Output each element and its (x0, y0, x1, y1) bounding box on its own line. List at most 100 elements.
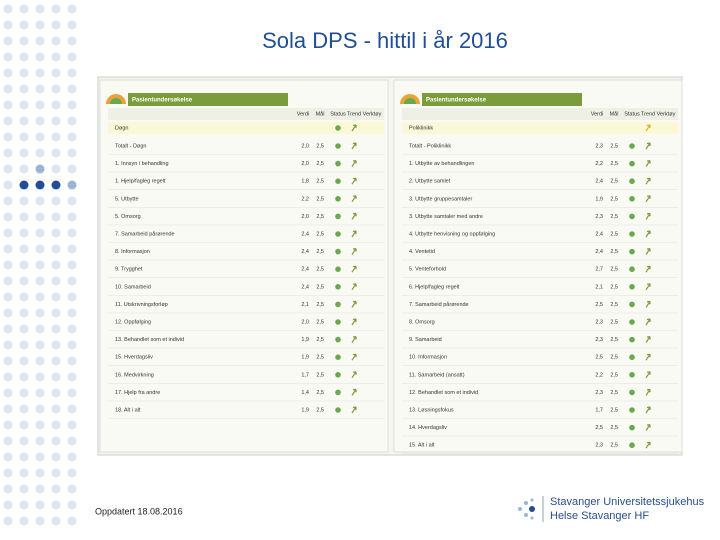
dot (3, 228, 13, 238)
row-label: 5. Venteforhold (409, 267, 446, 273)
status-icon (335, 178, 341, 184)
dot (67, 244, 77, 254)
dot (51, 516, 61, 526)
dot (67, 164, 77, 174)
status-icon (629, 424, 635, 431)
dot (35, 420, 45, 430)
dot (3, 180, 13, 190)
dot (51, 20, 61, 30)
logo-text: Stavanger Universitetssjukehus (550, 496, 705, 508)
dot (67, 228, 77, 238)
dot (51, 164, 61, 174)
row-target: 2,5 (610, 196, 618, 202)
dot (19, 452, 29, 462)
row-target: 2,5 (316, 302, 324, 308)
updated-date: Oppdatert 18.08.2016 (95, 506, 183, 516)
status-icon (335, 301, 341, 308)
dot (35, 164, 45, 174)
trend-icon (645, 212, 651, 220)
row-target: 2,5 (610, 443, 618, 449)
dot (3, 388, 13, 398)
row-value: 1,9 (301, 407, 309, 413)
status-icon (335, 389, 341, 396)
dot (67, 388, 77, 398)
dot (3, 372, 13, 382)
dot (35, 52, 45, 62)
row-label: 1. Innsyn i behandling (115, 161, 169, 167)
row-target: 2,5 (316, 214, 324, 220)
dot (19, 468, 29, 478)
slide-title: Sola DPS - hittil i år 2016 (262, 28, 508, 53)
dot (35, 292, 45, 302)
dot (3, 20, 13, 30)
dot (3, 468, 13, 478)
row-value: 2,0 (301, 161, 309, 167)
trend-icon (351, 336, 357, 343)
row-target: 2,5 (610, 337, 618, 343)
dot (3, 308, 13, 318)
status-icon (629, 284, 635, 290)
dot (51, 436, 61, 446)
dot (35, 388, 45, 398)
row-target: 2,5 (610, 355, 618, 361)
status-icon (335, 213, 341, 220)
section-row (108, 122, 384, 134)
dot (51, 484, 61, 494)
trend-icon (645, 177, 651, 185)
dot-pattern (3, 4, 77, 526)
dot (3, 100, 13, 110)
dot (51, 84, 61, 94)
trend-icon (351, 160, 357, 167)
dot (19, 196, 29, 206)
trend-icon (351, 283, 357, 291)
status-icon (629, 248, 635, 255)
status-icon (629, 231, 635, 237)
dot (19, 516, 29, 526)
row-label: 9. Samarbeid (409, 337, 442, 343)
dot (3, 356, 13, 366)
row-label: 5. Utbytte (115, 196, 139, 202)
dot (19, 308, 29, 318)
row-value: 1,7 (595, 407, 603, 413)
dot (19, 388, 29, 398)
dot (19, 52, 29, 62)
gauge-icon (110, 98, 122, 104)
dot (67, 516, 77, 526)
row-target: 2,5 (610, 302, 618, 308)
row-value: 2,3 (595, 337, 603, 343)
dot (35, 324, 45, 334)
dot (35, 404, 45, 414)
dot (51, 276, 61, 286)
dot (67, 276, 77, 286)
row-label: 3. Utbytte samtaler med andre (409, 214, 483, 220)
dot (3, 484, 13, 494)
row-label: Totalt - Døgn (115, 143, 146, 149)
dot (51, 356, 61, 366)
column-header: Status (330, 111, 346, 117)
dot (3, 132, 13, 142)
logo-text: Helse Stavanger HF (550, 510, 649, 522)
trend-icon (645, 336, 651, 343)
trend-icon (645, 318, 651, 326)
section-label: Døgn (115, 125, 128, 131)
row-value: 2,0 (301, 214, 309, 220)
panel-header: Pasientundersøkelse (132, 98, 193, 104)
row-target: 2,5 (610, 249, 618, 255)
dot (19, 212, 29, 222)
row-label: 13. Løsningsfokus (409, 407, 454, 413)
trend-icon (645, 353, 651, 361)
row-target: 2,5 (316, 337, 324, 343)
dot (3, 244, 13, 254)
row-label: 13. Behandlet som et individ (115, 337, 184, 343)
row-target: 2,5 (610, 425, 618, 431)
status-icon (629, 319, 635, 325)
dot (3, 116, 13, 126)
status-icon (335, 248, 341, 255)
dot (51, 324, 61, 334)
status-icon (629, 178, 635, 184)
row-target: 2,5 (610, 214, 618, 220)
dot (51, 36, 61, 46)
trend-icon (645, 124, 651, 132)
row-value: 2,3 (595, 443, 603, 449)
